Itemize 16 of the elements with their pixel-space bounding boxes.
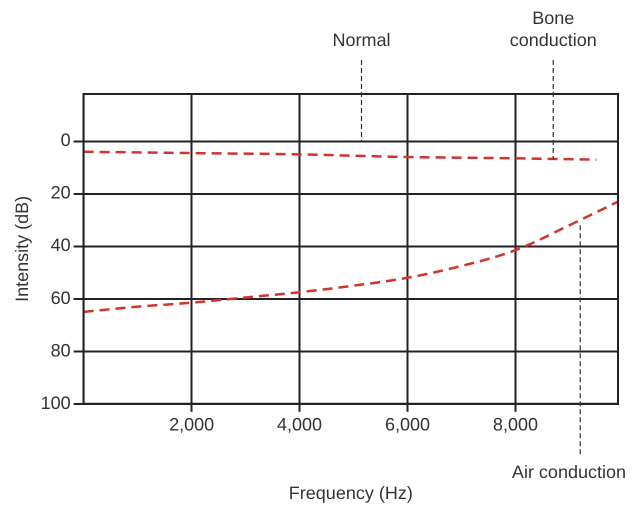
x-tick-label: 6,000 — [384, 414, 430, 435]
y-axis-title: Intensity (dB) — [12, 196, 32, 302]
x-tick-label: 8,000 — [492, 414, 538, 435]
annotation: Bone conduction — [510, 8, 597, 50]
x-tick-label: 4,000 — [277, 414, 322, 435]
x-tick-label: 2,000 — [169, 414, 214, 435]
y-tick-label: 80 — [50, 340, 71, 360]
y-tick-label: 40 — [50, 235, 71, 256]
text: Normal — [332, 30, 391, 50]
x-axis-title: Frequency (Hz) — [288, 483, 413, 504]
y-tick-label: 0 — [60, 130, 71, 150]
annotation: Air conduction — [512, 462, 626, 482]
y-tick-label: 20 — [50, 182, 71, 203]
y-tick-label: 100 — [40, 392, 71, 413]
line-series — [84, 150, 598, 161]
y-tick-label: 60 — [50, 288, 71, 308]
